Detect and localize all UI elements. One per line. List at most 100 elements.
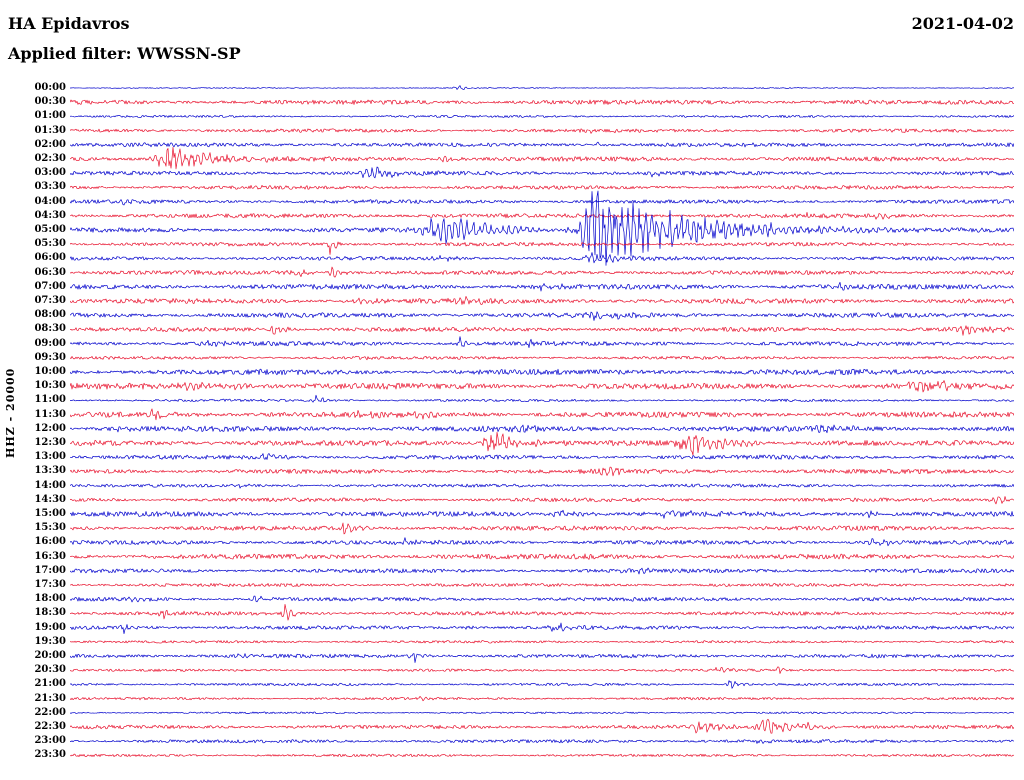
seismogram-trace-21:30: [70, 695, 1014, 702]
seismogram-trace-00:00: [70, 85, 1014, 90]
seismogram-trace-10:00: [70, 368, 1014, 376]
seismogram-trace-20:00: [70, 653, 1014, 663]
seismogram-trace-01:00: [70, 114, 1014, 118]
trace-time-label: 22:30: [34, 721, 66, 732]
trace-time-label: 17:30: [34, 579, 66, 590]
seismogram-trace-23:00: [70, 739, 1014, 744]
trace-time-label: 01:30: [34, 124, 66, 136]
trace-time-label: 02:30: [34, 153, 66, 164]
trace-time-label: 23:00: [34, 735, 66, 747]
filter-label: Applied filter: WWSSN-SP: [8, 44, 241, 63]
trace-time-label: 17:00: [34, 564, 66, 576]
seismogram-trace-09:00: [70, 336, 1014, 348]
date-label: 2021-04-02: [911, 14, 1014, 33]
seismogram-trace-08:30: [70, 325, 1014, 336]
trace-time-label: 06:00: [34, 252, 66, 264]
trace-time-label: 21:30: [34, 692, 66, 704]
seismogram-trace-17:30: [70, 582, 1014, 587]
seismogram-trace-13:30: [70, 466, 1014, 477]
trace-time-label: 18:00: [34, 593, 66, 605]
trace-time-label: 06:30: [34, 266, 66, 278]
trace-time-label: 05:30: [34, 238, 66, 250]
seismogram-trace-07:30: [70, 295, 1014, 305]
seismogram-trace-05:00: [70, 190, 1014, 266]
trace-time-label: 10:30: [34, 380, 66, 392]
seismogram-trace-16:30: [70, 553, 1014, 560]
seismogram-trace-01:30: [70, 128, 1014, 134]
seismogram-trace-18:30: [70, 603, 1014, 621]
trace-time-label: 16:30: [34, 550, 66, 562]
trace-time-label: 09:00: [34, 337, 66, 349]
trace-time-label: 08:30: [34, 323, 66, 335]
station-title: HA Epidavros: [8, 14, 130, 33]
trace-time-label: 19:30: [34, 635, 66, 647]
seismogram-trace-14:00: [70, 483, 1014, 489]
seismogram-trace-19:00: [70, 622, 1014, 634]
trace-time-label: 01:00: [34, 110, 66, 122]
seismogram-trace-03:00: [70, 166, 1014, 179]
trace-time-label: 10:00: [34, 366, 66, 377]
trace-time-label: 16:00: [34, 536, 66, 548]
trace-time-label: 12:30: [34, 437, 66, 448]
trace-time-label: 07:00: [34, 280, 66, 292]
trace-time-label: 22:00: [34, 706, 66, 718]
seismogram-trace-11:00: [70, 394, 1014, 403]
trace-time-label: 03:00: [34, 167, 66, 179]
seismogram-trace-11:30: [70, 408, 1014, 421]
trace-time-label: 14:00: [34, 479, 66, 491]
seismogram-trace-15:30: [70, 522, 1014, 535]
seismogram-trace-18:00: [70, 595, 1014, 603]
trace-time-label: 15:30: [34, 522, 66, 534]
trace-time-label: 00:30: [34, 96, 66, 108]
trace-time-label: 09:30: [34, 351, 66, 363]
trace-time-label: 21:00: [34, 678, 66, 690]
seismogram-trace-22:00: [70, 711, 1014, 715]
trace-time-label: 03:30: [34, 181, 66, 193]
trace-time-label: 05:00: [34, 224, 66, 235]
trace-time-label: 15:00: [34, 508, 66, 519]
trace-time-label: 12:00: [34, 422, 66, 434]
trace-time-label: 00:00: [34, 82, 66, 93]
seismogram-trace-21:00: [70, 680, 1014, 689]
trace-time-label: 20:00: [34, 650, 66, 661]
seismogram-trace-17:00: [70, 567, 1014, 575]
seismogram-trace-06:00: [70, 252, 1014, 264]
trace-time-label: 04:30: [34, 209, 66, 221]
trace-time-label: 11:00: [34, 394, 66, 406]
seismogram-trace-00:30: [70, 99, 1014, 105]
trace-time-label: 07:30: [34, 295, 66, 306]
seismogram-trace-19:30: [70, 640, 1014, 644]
seismogram-canvas: [70, 85, 1014, 758]
seismogram-trace-02:00: [70, 141, 1014, 148]
seismogram-trace-06:30: [70, 266, 1014, 278]
seismogram-trace-07:00: [70, 281, 1014, 292]
seismogram-trace-22:30: [70, 718, 1014, 734]
seismogram-trace-08:00: [70, 311, 1014, 321]
trace-time-label: 23:30: [34, 749, 66, 761]
trace-time-label: 18:30: [34, 607, 66, 619]
trace-time-label: 20:30: [34, 664, 66, 676]
seismogram-trace-23:30: [70, 753, 1014, 758]
trace-time-label: 13:30: [34, 465, 66, 477]
seismogram-trace-20:30: [70, 666, 1014, 674]
seismogram-trace-16:00: [70, 537, 1014, 547]
trace-time-label: 19:00: [34, 621, 66, 633]
seismogram-trace-04:00: [70, 199, 1014, 206]
trace-time-label: 14:30: [34, 493, 66, 505]
seismogram-trace-14:30: [70, 496, 1014, 505]
time-label-column: 00:00 00:30 01:00 01:30 02:00 02:30 03:00 03:30…: [0, 0, 66, 780]
trace-time-label: 11:30: [34, 408, 66, 420]
seismogram-trace-09:30: [70, 355, 1014, 361]
seismogram-trace-12:30: [70, 431, 1014, 456]
trace-time-label: 02:00: [34, 138, 66, 150]
trace-time-label: 13:00: [34, 451, 66, 463]
seismogram-trace-12:00: [70, 424, 1014, 434]
trace-time-label: 08:00: [34, 309, 66, 321]
seismogram-trace-13:00: [70, 453, 1014, 460]
seismogram-trace-15:00: [70, 509, 1014, 519]
seismogram-trace-04:30: [70, 211, 1014, 220]
seismogram-trace-05:30: [70, 241, 1014, 255]
trace-time-label: 04:00: [34, 195, 66, 207]
seismogram-trace-02:30: [70, 146, 1014, 170]
